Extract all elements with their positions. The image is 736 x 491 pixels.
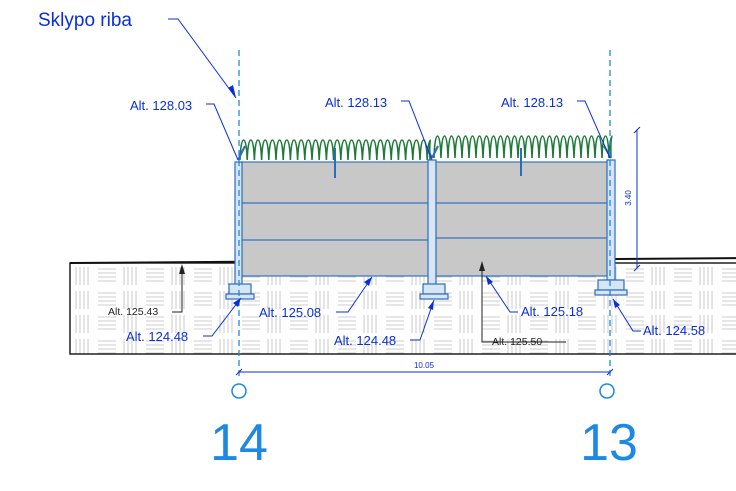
base-elevation-middle-arrow xyxy=(428,300,434,310)
fence-bottom-elevation: Alt. 125.08 xyxy=(259,305,321,320)
grid-label-13: 13 xyxy=(580,414,638,472)
grid-bubble-13 xyxy=(599,383,615,399)
top-elevation-left: Alt. 128.03 xyxy=(130,98,192,113)
top-elevation-left-leader xyxy=(206,103,239,161)
base-elevation-left: Alt. 124.48 xyxy=(126,329,188,344)
fence-bottom-elevation-right: Alt. 125.18 xyxy=(521,304,583,319)
top-elevation-right: Alt. 128.13 xyxy=(501,95,563,110)
top-elevation-right-leader xyxy=(577,100,611,159)
ground-strip xyxy=(69,262,736,355)
fence-bottom-elevation-right-leader xyxy=(485,275,518,313)
fence-bottom-elevation-right-arrow xyxy=(486,276,493,285)
grid-label-14: 14 xyxy=(210,414,268,472)
title-leader xyxy=(168,18,237,99)
ground-elevation-middle-arrow xyxy=(479,261,485,271)
title-leader-arrow xyxy=(228,85,236,98)
ground-elevation-left-leader xyxy=(172,266,183,313)
base-elevation-middle-leader xyxy=(410,299,435,341)
ground-elevation-left-arrow xyxy=(179,264,185,274)
height-dimension xyxy=(633,126,641,272)
fence-panel-right xyxy=(431,161,613,277)
length-dimension-value: 10.05 xyxy=(414,361,435,370)
height-dimension-value: 3.40 xyxy=(624,190,633,206)
base-elevation-middle: Alt. 124.48 xyxy=(334,333,396,348)
base-elevation-left-leader xyxy=(203,297,242,337)
top-elevation-middle-leader xyxy=(401,100,433,161)
ground-elevation-left: Alt. 125.43 xyxy=(108,306,158,318)
base-elevation-right-arrow xyxy=(613,299,620,308)
razor-wire-right xyxy=(433,135,613,159)
grid-bubble-14 xyxy=(231,383,247,399)
ground-elevation-middle-leader xyxy=(481,262,566,343)
top-elevation-middle: Alt. 128.13 xyxy=(325,95,387,110)
fence-bottom-elevation-leader xyxy=(336,276,373,313)
post-right xyxy=(594,159,628,296)
base-elevation-right: Alt. 124.58 xyxy=(643,323,705,338)
length-dimension xyxy=(235,368,614,376)
razor-wire-left xyxy=(239,139,432,161)
drawing-title: Sklypo riba xyxy=(38,10,132,31)
fence-panel-left xyxy=(238,161,433,277)
fence-bottom-elevation-arrow xyxy=(364,277,372,286)
base-elevation-left-arrow xyxy=(233,298,241,307)
base-elevation-right-leader xyxy=(612,298,641,332)
